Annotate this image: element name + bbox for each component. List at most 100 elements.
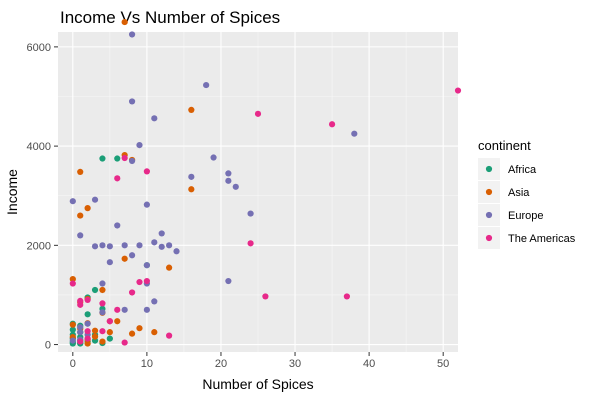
data-points bbox=[69, 18, 462, 347]
data-point-2 bbox=[128, 31, 136, 38]
data-point-1 bbox=[77, 212, 84, 219]
data-point-3 bbox=[343, 293, 350, 300]
data-point-2 bbox=[232, 183, 239, 190]
data-point-1 bbox=[188, 186, 195, 193]
data-point-1 bbox=[106, 329, 113, 336]
data-point-2 bbox=[106, 243, 113, 250]
data-point-2 bbox=[151, 298, 158, 305]
data-point-2 bbox=[114, 222, 121, 229]
data-point-1 bbox=[84, 340, 91, 347]
legend-label: Africa bbox=[508, 164, 537, 176]
data-point-2 bbox=[99, 309, 106, 316]
data-point-3 bbox=[121, 339, 128, 346]
data-point-3 bbox=[69, 280, 76, 287]
data-point-2 bbox=[151, 239, 158, 246]
data-point-3 bbox=[143, 277, 150, 285]
y-tick-label: 4000 bbox=[27, 141, 51, 153]
data-point-0 bbox=[84, 311, 91, 318]
data-point-1 bbox=[99, 286, 106, 294]
data-point-3 bbox=[114, 306, 121, 313]
data-point-3 bbox=[247, 240, 254, 247]
data-point-2 bbox=[158, 243, 165, 250]
data-point-0 bbox=[69, 326, 76, 333]
data-point-0 bbox=[106, 335, 113, 342]
legend-key-point bbox=[485, 234, 493, 242]
y-axis-ticks: 0 2000 4000 6000 bbox=[27, 42, 58, 352]
data-point-2 bbox=[225, 170, 232, 177]
data-point-3 bbox=[99, 328, 106, 335]
data-point-1 bbox=[128, 330, 136, 337]
data-point-1 bbox=[151, 329, 158, 336]
data-point-1 bbox=[121, 18, 128, 26]
data-point-2 bbox=[84, 320, 91, 327]
data-point-3 bbox=[166, 332, 173, 339]
data-point-2 bbox=[99, 280, 106, 287]
x-tick-label: 20 bbox=[215, 358, 227, 370]
data-point-3 bbox=[106, 318, 113, 325]
x-tick-label: 40 bbox=[363, 358, 375, 370]
y-tick-label: 2000 bbox=[27, 240, 51, 252]
data-point-2 bbox=[69, 198, 76, 205]
data-point-3 bbox=[143, 168, 150, 175]
data-point-3 bbox=[84, 335, 91, 342]
data-point-2 bbox=[128, 252, 136, 259]
data-point-2 bbox=[143, 262, 150, 269]
data-point-2 bbox=[210, 154, 217, 161]
data-point-2 bbox=[225, 277, 232, 285]
data-point-2 bbox=[128, 98, 136, 105]
x-tick-label: 50 bbox=[437, 358, 449, 370]
data-point-2 bbox=[106, 259, 113, 266]
data-point-2 bbox=[69, 337, 76, 344]
data-point-1 bbox=[91, 327, 99, 334]
data-point-2 bbox=[151, 115, 158, 122]
data-point-2 bbox=[173, 248, 180, 255]
legend-label: Europe bbox=[508, 210, 543, 222]
data-point-3 bbox=[77, 338, 84, 345]
legend-key-point bbox=[485, 188, 493, 196]
data-point-0 bbox=[91, 286, 99, 294]
data-point-3 bbox=[84, 328, 91, 335]
data-point-2 bbox=[77, 232, 84, 239]
legend-label: Asia bbox=[508, 187, 530, 199]
x-tick-label: 30 bbox=[289, 358, 301, 370]
x-axis-ticks: 0 10 20 30 40 50 bbox=[70, 352, 449, 370]
data-point-3 bbox=[84, 296, 91, 304]
data-point-2 bbox=[143, 201, 150, 208]
grid-lines bbox=[58, 32, 458, 352]
data-point-1 bbox=[69, 321, 76, 328]
data-point-2 bbox=[91, 196, 99, 203]
data-point-3 bbox=[128, 289, 136, 296]
data-point-3 bbox=[136, 278, 143, 286]
data-point-1 bbox=[99, 338, 106, 345]
data-point-3 bbox=[328, 121, 336, 128]
data-point-2 bbox=[121, 242, 128, 249]
data-point-1 bbox=[77, 168, 84, 176]
data-point-1 bbox=[136, 325, 143, 332]
legend-label: The Americas bbox=[508, 233, 576, 245]
data-point-2 bbox=[136, 242, 143, 249]
y-tick-label: 6000 bbox=[27, 42, 51, 54]
data-point-1 bbox=[91, 333, 99, 340]
data-point-2 bbox=[91, 243, 99, 250]
data-point-2 bbox=[203, 81, 210, 89]
data-point-3 bbox=[77, 301, 84, 308]
data-point-2 bbox=[121, 306, 128, 313]
data-point-1 bbox=[114, 318, 121, 325]
data-point-2 bbox=[166, 242, 173, 249]
data-point-3 bbox=[254, 110, 262, 117]
data-point-0 bbox=[114, 155, 121, 162]
data-point-2 bbox=[158, 230, 165, 237]
data-point-3 bbox=[454, 87, 462, 94]
data-point-1 bbox=[84, 205, 91, 212]
data-point-2 bbox=[77, 329, 84, 336]
data-point-2 bbox=[225, 177, 232, 184]
data-point-1 bbox=[166, 264, 173, 271]
data-point-2 bbox=[143, 306, 150, 313]
data-point-2 bbox=[351, 130, 358, 137]
x-tick-label: 0 bbox=[70, 358, 76, 370]
data-point-3 bbox=[262, 293, 269, 300]
data-point-2 bbox=[128, 157, 136, 165]
x-axis-title: Number of Spices bbox=[202, 376, 313, 392]
chart-title: Income Vs Number of Spices bbox=[60, 8, 280, 27]
